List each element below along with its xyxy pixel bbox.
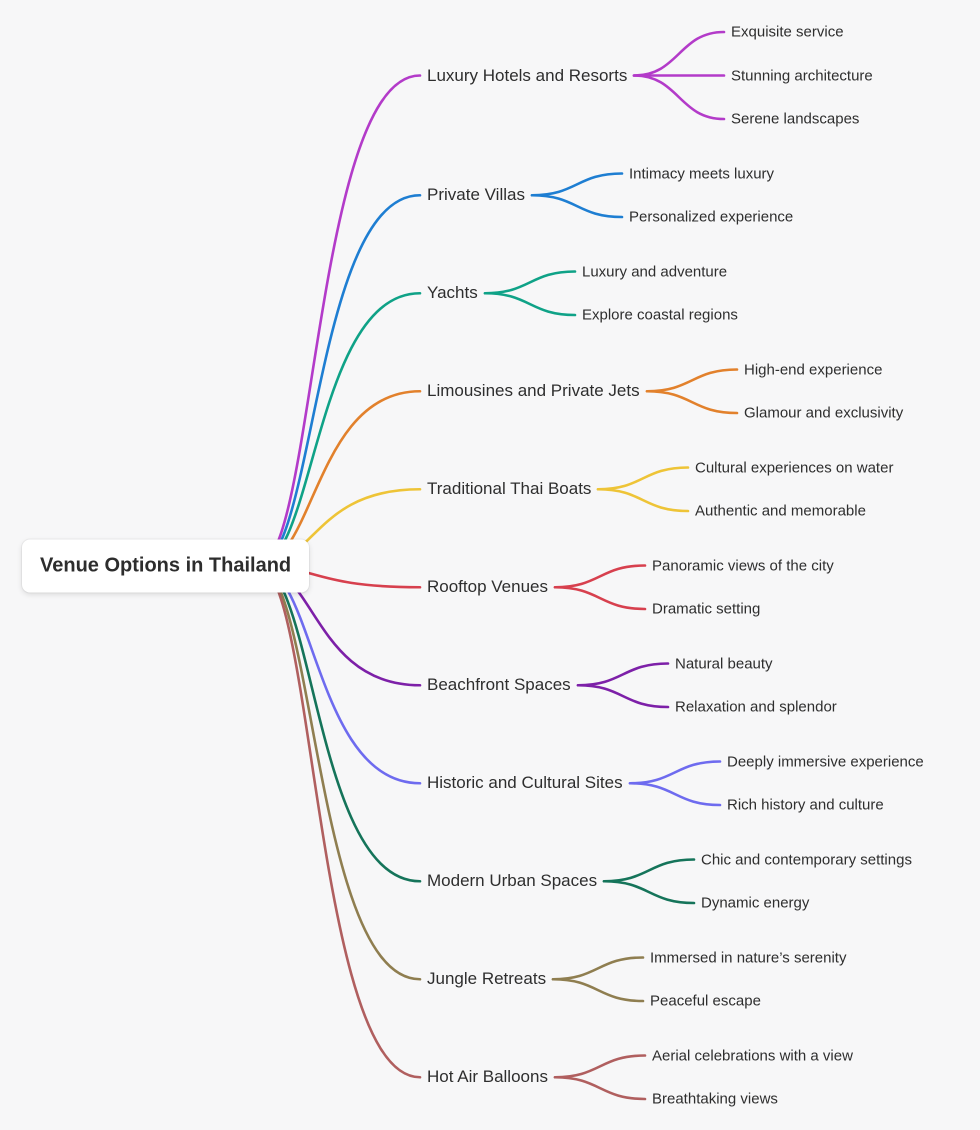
leaf-node[interactable]: Peaceful escape — [650, 992, 761, 1010]
connector-curve — [256, 291, 422, 567]
connector-curve — [553, 1075, 647, 1101]
connector-curve — [645, 368, 739, 393]
leaf-node[interactable]: Glamour and exclusivity — [744, 404, 904, 422]
leaf-node[interactable]: Relaxation and splendor — [675, 698, 837, 716]
branch-node[interactable]: Beachfront Spaces — [427, 675, 571, 695]
connector-curve — [632, 30, 726, 77]
branch-node[interactable]: Modern Urban Spaces — [427, 871, 598, 891]
leaf-node[interactable]: High-end experience — [744, 361, 883, 378]
connector-curve — [256, 74, 422, 567]
connector-curve — [530, 172, 624, 197]
leaf-node[interactable]: Serene landscapes — [731, 110, 860, 128]
root-label: Venue Options in Thailand — [40, 554, 292, 576]
connector-curve — [628, 760, 722, 785]
leaf-node[interactable]: Stunning architecture — [731, 67, 873, 84]
leaf-node[interactable]: Cultural experiences on water — [695, 459, 894, 476]
leaf-node[interactable]: Luxury and adventure — [582, 263, 728, 280]
root-node[interactable]: Venue Options in Thailand — [22, 539, 310, 592]
branch-node[interactable]: Jungle Retreats — [427, 969, 547, 989]
branch-node[interactable]: Yachts — [427, 283, 478, 303]
connector-curve — [553, 1054, 647, 1079]
leaf-node[interactable]: Chic and contemporary settings — [701, 851, 912, 868]
leaf-node[interactable]: Explore coastal regions — [582, 306, 738, 324]
connector-curve — [530, 193, 624, 219]
branch-node[interactable]: Traditional Thai Boats — [427, 479, 592, 499]
connector-curve — [256, 564, 422, 883]
branch-node[interactable]: Limousines and Private Jets — [427, 381, 640, 401]
connector-curve — [551, 956, 645, 981]
connector-curve — [602, 879, 696, 905]
leaf-node[interactable]: Immersed in nature’s serenity — [650, 949, 847, 966]
leaf-node[interactable]: Rich history and culture — [727, 796, 884, 814]
branch-node[interactable]: Private Villas — [427, 185, 525, 205]
connector-curve — [576, 683, 670, 709]
connector-curve — [256, 564, 422, 1079]
connector-curve — [553, 564, 647, 589]
connector-curve — [553, 585, 647, 611]
leaf-node[interactable]: Panoramic views of the city — [652, 557, 834, 574]
branch-node[interactable]: Historic and Cultural Sites — [427, 773, 623, 793]
leaf-node[interactable]: Exquisite service — [731, 23, 844, 41]
leaf-node[interactable]: Intimacy meets luxury — [629, 165, 775, 182]
connector-curve — [628, 781, 722, 807]
connector-curve — [602, 858, 696, 883]
leaf-node[interactable]: Natural beauty — [675, 655, 773, 672]
leaf-node[interactable]: Breathtaking views — [652, 1090, 778, 1108]
leaf-node[interactable]: Personalized experience — [629, 208, 794, 226]
leaf-node[interactable]: Deeply immersive experience — [727, 753, 924, 770]
connector-curve — [576, 662, 670, 687]
connector-curve — [596, 466, 690, 491]
leaf-node[interactable]: Aerial celebrations with a view — [652, 1047, 853, 1064]
connector-curve — [551, 977, 645, 1003]
leaf-node[interactable]: Authentic and memorable — [695, 502, 866, 520]
connector-curve — [596, 487, 690, 513]
branch-node[interactable]: Rooftop Venues — [427, 577, 548, 597]
branch-node[interactable]: Luxury Hotels and Resorts — [427, 65, 628, 85]
connector-curve — [632, 74, 726, 121]
leaf-node[interactable]: Dramatic setting — [652, 600, 761, 618]
connector-curve — [645, 389, 739, 415]
branch-node[interactable]: Hot Air Balloons — [427, 1067, 548, 1087]
connector-curve — [256, 193, 422, 567]
connector-curve — [483, 270, 577, 295]
connector-curve — [483, 291, 577, 317]
leaf-node[interactable]: Dynamic energy — [701, 894, 810, 912]
